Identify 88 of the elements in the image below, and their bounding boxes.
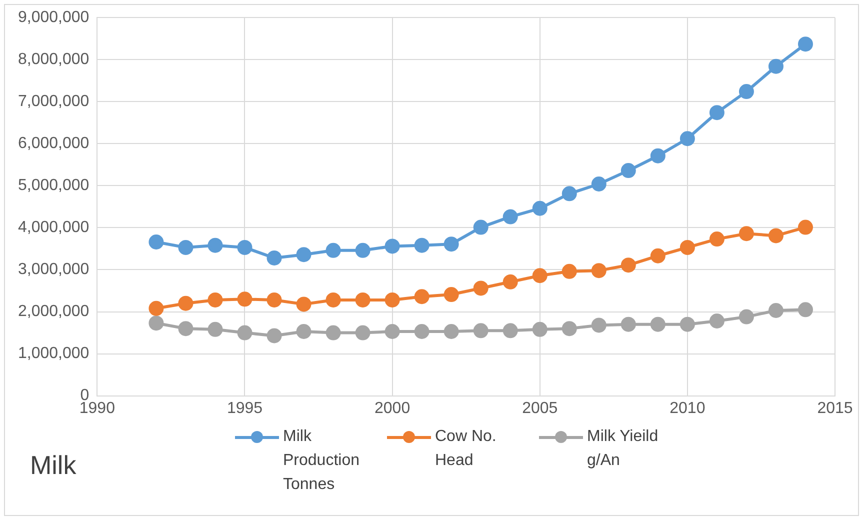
point <box>532 268 548 284</box>
point <box>798 302 813 318</box>
point <box>680 131 695 146</box>
point <box>326 242 341 258</box>
legend-label: Milk Yieild g/An <box>587 427 660 471</box>
point <box>208 238 223 253</box>
point <box>266 328 282 344</box>
point <box>502 274 518 290</box>
point <box>709 105 724 120</box>
point <box>620 316 636 332</box>
point <box>266 250 282 266</box>
point <box>444 287 459 302</box>
point <box>591 263 606 278</box>
x-tick-label: 2000 <box>374 400 410 417</box>
point <box>237 325 252 340</box>
point <box>444 236 459 252</box>
legend-label: Cow No. Head <box>435 427 498 471</box>
point <box>237 240 252 255</box>
point <box>296 247 312 262</box>
x-tick-label: 1995 <box>226 400 263 417</box>
point <box>296 324 312 340</box>
point <box>562 321 577 336</box>
point <box>178 240 194 255</box>
point <box>473 323 488 338</box>
point <box>414 324 430 340</box>
y-tick-label: 6,000,000 <box>18 135 90 152</box>
point <box>768 302 784 318</box>
point <box>473 280 488 296</box>
point <box>384 292 400 308</box>
point <box>266 292 282 308</box>
point <box>355 325 370 340</box>
point <box>326 292 341 308</box>
point <box>591 318 606 333</box>
point <box>532 322 548 337</box>
point <box>414 238 430 253</box>
point <box>148 316 164 331</box>
point <box>502 209 518 224</box>
point <box>738 309 754 324</box>
point <box>768 58 784 74</box>
point <box>591 176 606 192</box>
x-tick-label: 1990 <box>79 400 116 417</box>
point <box>680 240 695 255</box>
point <box>650 148 666 164</box>
y-tick-label: 4,000,000 <box>18 219 90 236</box>
point <box>384 324 400 340</box>
point <box>237 292 252 307</box>
point <box>562 264 577 279</box>
point <box>532 200 548 216</box>
point <box>148 234 164 250</box>
point <box>178 321 194 336</box>
point <box>620 258 636 273</box>
point <box>798 220 813 235</box>
y-tick-label: 8,000,000 <box>18 51 90 68</box>
x-tick-label: 2010 <box>670 400 706 417</box>
point <box>414 289 430 304</box>
x-tick-label: 2005 <box>522 400 558 417</box>
point <box>562 186 577 202</box>
point <box>502 323 518 338</box>
point <box>650 248 666 264</box>
point <box>384 238 400 254</box>
y-tick-label: 2,000,000 <box>18 303 90 320</box>
y-tick-label: 3,000,000 <box>18 261 90 278</box>
point <box>178 296 194 311</box>
point <box>473 220 488 235</box>
point <box>326 325 341 340</box>
point <box>208 322 223 337</box>
point <box>709 232 724 247</box>
text: Milk <box>30 450 76 481</box>
point <box>680 316 695 332</box>
point <box>148 300 164 316</box>
y-tick-label: 5,000,000 <box>18 177 90 194</box>
point <box>709 314 724 328</box>
point <box>355 292 370 308</box>
y-tick-label: 7,000,000 <box>18 93 90 110</box>
point <box>738 226 754 242</box>
point <box>650 316 666 332</box>
x-tick-label: 2015 <box>817 400 853 417</box>
point <box>768 228 784 244</box>
point <box>738 84 754 100</box>
point <box>620 163 636 178</box>
point <box>798 36 813 52</box>
point <box>296 296 312 312</box>
y-tick-label: 1,000,000 <box>18 345 90 362</box>
point <box>355 242 370 258</box>
point <box>208 292 223 308</box>
y-tick-label: 9,000,000 <box>18 9 90 26</box>
legend-label: Milk Production Tonnes <box>283 427 360 495</box>
point <box>444 324 459 340</box>
